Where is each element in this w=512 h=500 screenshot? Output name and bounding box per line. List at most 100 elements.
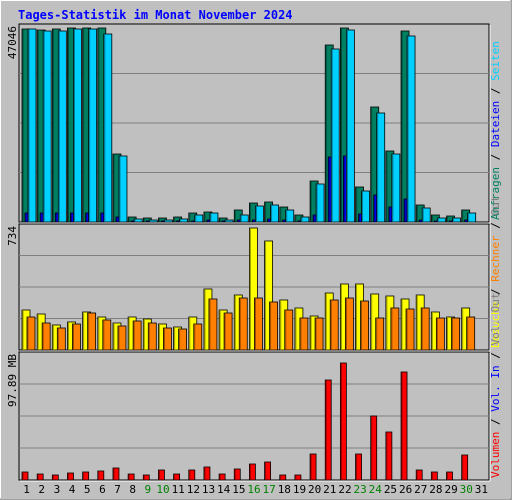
visits-bar-rechner bbox=[223, 312, 233, 351]
x-tick-label: 25 bbox=[384, 483, 397, 496]
x-tick-label: 30 bbox=[460, 483, 473, 496]
volume-bar-volumen bbox=[67, 472, 74, 481]
x-tick-label: 28 bbox=[429, 483, 442, 496]
visits-bar-rechner bbox=[163, 327, 172, 351]
volume-bar-volumen bbox=[188, 469, 196, 481]
volume-bar-volumen bbox=[233, 468, 241, 481]
x-tick-label: 21 bbox=[323, 483, 336, 496]
x-tick-label: 27 bbox=[414, 483, 427, 496]
visits-bar-rechner bbox=[269, 301, 278, 351]
volume-bar-volumen bbox=[203, 466, 211, 481]
hits-bar-seiten bbox=[179, 218, 189, 223]
visits-bar-rechner bbox=[420, 307, 430, 351]
x-tick-label: 20 bbox=[308, 483, 321, 496]
volume-bar-volumen bbox=[430, 471, 438, 481]
volume-bar-volumen bbox=[370, 415, 378, 481]
x-tick-label: 9 bbox=[145, 483, 152, 496]
hits-bar-seiten bbox=[42, 30, 52, 223]
hits-bar-seiten bbox=[270, 204, 279, 223]
volume-bar-volumen bbox=[218, 473, 226, 481]
legend-separator: / bbox=[489, 216, 502, 236]
hits-bar-seiten bbox=[118, 155, 128, 223]
volume-bar-volumen bbox=[173, 473, 181, 481]
volume-bar-volumen bbox=[355, 453, 362, 481]
legend-item: Anfragen bbox=[489, 167, 502, 220]
volume-bar-volumen bbox=[97, 470, 105, 481]
hits-bar-seiten bbox=[421, 207, 431, 223]
hits-bar-seiten bbox=[285, 209, 295, 223]
visits-bar-rechner bbox=[72, 323, 81, 351]
legend-separator: / bbox=[489, 81, 502, 101]
visits-bar-rechner bbox=[375, 317, 385, 351]
volume-bar-volumen bbox=[294, 474, 302, 481]
x-tick-label: 29 bbox=[444, 483, 457, 496]
x-tick-label: 19 bbox=[293, 483, 306, 496]
visits-bar-rechner bbox=[451, 317, 460, 351]
visits-legend: Besuche / Rechner / Out bbox=[489, 196, 502, 348]
x-tick-label: 7 bbox=[114, 483, 121, 496]
hits-bar-seiten bbox=[164, 219, 173, 223]
volume-legend: Volumen / Vol. In / Vol. Out bbox=[489, 293, 502, 478]
visits-bar-rechner bbox=[390, 307, 400, 351]
visits-bar-rechner bbox=[254, 297, 263, 351]
hits-bar-seiten bbox=[467, 212, 477, 223]
x-tick-label: 6 bbox=[99, 483, 106, 496]
volume-bar-volumen bbox=[461, 454, 469, 481]
hits-bar-seiten bbox=[194, 214, 204, 223]
legend-separator: / bbox=[489, 412, 502, 432]
legend-item: Besuche bbox=[489, 302, 502, 348]
visits-bar-rechner bbox=[299, 317, 309, 351]
x-tick-label: 15 bbox=[232, 483, 245, 496]
hits-bar-seiten bbox=[391, 153, 401, 223]
visits-bar-rechner bbox=[56, 327, 66, 351]
visits-bar-rechner bbox=[102, 319, 112, 351]
hits-bar-seiten bbox=[361, 190, 370, 223]
visits-bar-rechner bbox=[26, 316, 36, 351]
x-tick-label: 5 bbox=[84, 483, 91, 496]
x-tick-label: 11 bbox=[172, 483, 185, 496]
volume-bar-volumen bbox=[82, 471, 90, 481]
legend-separator: / bbox=[489, 147, 502, 167]
visits-bar-rechner bbox=[87, 312, 97, 351]
x-tick-label: 17 bbox=[263, 483, 276, 496]
hits-bar-seiten bbox=[376, 112, 386, 223]
hits-bar-seiten bbox=[345, 29, 355, 223]
volume-bar-volumen bbox=[36, 473, 44, 481]
visits-bar-rechner bbox=[41, 322, 51, 351]
volume-bar-volumen bbox=[324, 379, 332, 481]
hits-bar-seiten bbox=[300, 216, 310, 223]
x-tick-label: 24 bbox=[369, 483, 383, 496]
chart-title: Tages-Statistik im Monat November 2024 bbox=[18, 8, 293, 22]
legend-item: Vol. In bbox=[489, 365, 502, 411]
hits-bar-seiten bbox=[88, 28, 98, 223]
hits-bar-seiten bbox=[239, 214, 249, 223]
x-tick-label: 31 bbox=[475, 483, 488, 496]
volume-bar-volumen bbox=[21, 471, 29, 481]
hits-legend: Anfragen / Dateien / Seiten bbox=[489, 41, 502, 220]
visits-bar-rechner bbox=[344, 297, 354, 351]
x-tick-label: 3 bbox=[54, 483, 61, 496]
visits-bar-rechner bbox=[178, 328, 188, 351]
hits-bar-seiten bbox=[224, 219, 234, 223]
volume-bar-volumen bbox=[415, 469, 423, 481]
volume-bar-volumen bbox=[446, 471, 453, 481]
visits-bar-rechner bbox=[314, 317, 324, 351]
hits-bar-seiten bbox=[133, 218, 143, 223]
volume-bar-volumen bbox=[400, 371, 408, 481]
hits-bar-seiten bbox=[330, 48, 340, 223]
x-tick-label: 4 bbox=[69, 483, 76, 496]
legend-item: Volumen bbox=[489, 432, 502, 478]
visits-bar-rechner bbox=[208, 298, 218, 351]
visits-bar-rechner bbox=[329, 299, 339, 351]
x-tick-label: 13 bbox=[202, 483, 215, 496]
visits-bar-rechner bbox=[147, 322, 157, 351]
visits-ymax-label: 734 bbox=[6, 226, 19, 246]
hits-bar-seiten bbox=[103, 33, 113, 223]
hits-bar-seiten bbox=[406, 35, 416, 223]
volume-bar-volumen bbox=[339, 362, 347, 481]
hits-bar-seiten bbox=[57, 30, 67, 223]
hits-bar-seiten bbox=[27, 28, 37, 223]
volume-bar-volumen bbox=[385, 431, 393, 481]
volume-bar-volumen bbox=[279, 474, 287, 481]
hits-bar-seiten bbox=[436, 217, 446, 223]
